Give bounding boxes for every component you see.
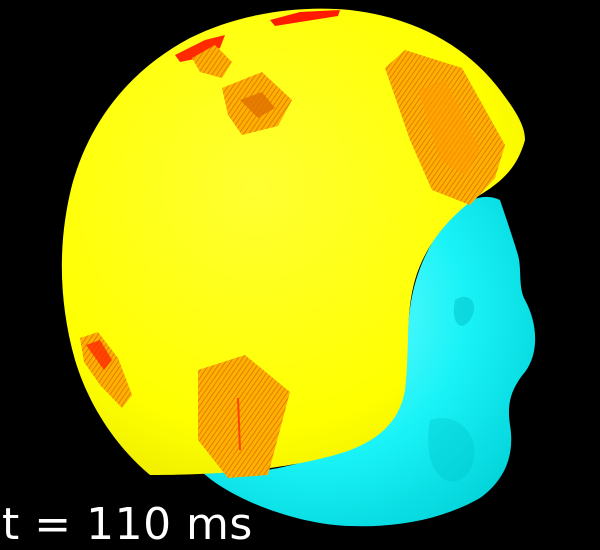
activation-patch [240, 92, 275, 118]
activation-patch [198, 355, 290, 478]
activation-patch [175, 35, 225, 62]
activation-patch [192, 45, 232, 78]
activation-patch [270, 10, 340, 26]
activation-patch [418, 80, 480, 175]
time-annotation: t = 110 ms [2, 499, 253, 550]
head-shadow [428, 418, 475, 482]
head-shadow [453, 296, 475, 326]
activation-patch [86, 340, 112, 370]
head-surface [200, 196, 536, 527]
activation-patch-core [237, 397, 241, 451]
